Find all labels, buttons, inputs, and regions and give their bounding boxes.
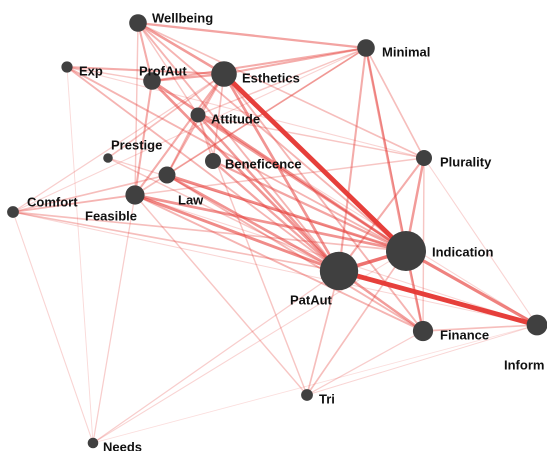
edge-profaut-feasible — [133, 79, 154, 197]
node-needs — [87, 437, 99, 449]
node-feasible — [125, 185, 145, 205]
edge-comfort-indication — [12, 211, 407, 252]
node-beneficence — [205, 153, 221, 169]
edge-wellbeing-attitude — [137, 22, 199, 116]
edge-beneficence-pataut — [211, 159, 341, 273]
edge-attitude-pataut — [196, 113, 341, 273]
node-label-comfort: Comfort — [27, 194, 78, 209]
node-label-esthetics: Esthetics — [242, 70, 300, 85]
node-indication — [386, 231, 426, 271]
edge-law-indication — [165, 173, 408, 253]
edge-plurality-pataut — [337, 156, 426, 273]
node-wellbeing — [129, 14, 147, 32]
node-label-feasible: Feasible — [85, 208, 137, 223]
edge-tri-indication — [306, 250, 407, 396]
edge-needs-pataut — [92, 270, 340, 444]
node-label-needs: Needs — [103, 439, 142, 451]
edge-inform-comfort — [12, 211, 538, 326]
edge-wellbeing-minimal — [136, 21, 368, 50]
edge-needs-comfort — [12, 211, 94, 444]
edge-indication-inform — [404, 249, 539, 327]
node-tri — [301, 389, 313, 401]
node-inform — [526, 314, 547, 336]
edge-profaut-minimal — [150, 46, 368, 83]
edge-needs-exp — [66, 66, 94, 444]
node-label-inform: Inform — [504, 357, 544, 372]
edge-needs-feasible — [92, 194, 136, 444]
node-label-exp: Exp — [79, 63, 103, 78]
node-label-minimal: Minimal — [382, 44, 430, 59]
edge-profaut-wellbeing — [136, 21, 154, 83]
node-minimal — [357, 39, 375, 57]
edge-plurality-feasible — [134, 157, 425, 196]
node-comfort — [7, 206, 19, 218]
node-label-law: Law — [178, 192, 204, 207]
edge-feasible-pataut — [133, 193, 341, 273]
edge-exp-profaut — [66, 66, 153, 82]
node-label-prestige: Prestige — [111, 137, 162, 152]
edge-pataut-inform — [336, 268, 540, 328]
node-layer — [7, 14, 547, 449]
edge-wellbeing-plurality — [137, 22, 425, 159]
edge-attitude-law — [166, 114, 199, 176]
node-exp — [61, 61, 73, 73]
node-label-pataut: PatAut — [290, 292, 333, 307]
edge-tri-pataut — [306, 270, 340, 396]
edge-law-minimal — [166, 47, 367, 176]
edge-wellbeing-feasible — [134, 22, 139, 196]
edge-feasible-indication — [133, 193, 408, 253]
node-label-plurality: Plurality — [440, 154, 492, 169]
edge-law-pataut — [165, 173, 341, 273]
node-label-attitude: Attitude — [211, 111, 260, 126]
edge-profaut-pataut — [150, 79, 341, 273]
edge-comfort-feasible — [12, 194, 136, 213]
node-label-tri: Tri — [319, 391, 335, 406]
node-law — [158, 166, 176, 184]
edge-wellbeing-indication — [137, 22, 407, 252]
edge-feasible-finance — [134, 194, 424, 332]
edge-inform-tri — [306, 324, 538, 396]
edge-minimal-indication — [364, 46, 408, 253]
edge-needs-indication — [92, 250, 407, 444]
node-esthetics — [211, 61, 237, 87]
edge-needs-inform — [92, 324, 538, 444]
node-attitude — [190, 107, 206, 123]
edge-prestige-esthetics — [107, 73, 225, 159]
node-label-profaut: ProfAut — [139, 63, 187, 78]
edge-attitude-beneficence — [197, 114, 214, 162]
edge-tri-feasible — [134, 194, 308, 396]
edge-inform-plurality — [423, 157, 538, 326]
edge-minimal-attitude — [197, 47, 367, 116]
edge-exp-pataut — [66, 66, 340, 272]
edge-wellbeing-esthetics — [136, 21, 226, 76]
edge-layer — [12, 21, 540, 444]
node-profaut — [143, 72, 161, 90]
node-finance — [412, 320, 434, 342]
edge-exp-esthetics — [65, 65, 226, 76]
label-layer: Wellbeing Minimal Exp ProfAut Esthetics Attit… — [27, 10, 544, 451]
node-pataut — [319, 251, 359, 291]
edge-minimal-plurality — [365, 47, 425, 159]
edge-comfort-pataut — [12, 211, 340, 272]
node-label-beneficence: Beneficence — [225, 156, 302, 171]
edge-comfort-esthetics — [12, 73, 225, 213]
edge-finance-inform — [422, 324, 538, 332]
node-label-indication: Indication — [432, 244, 493, 259]
edge-esthetics-indication — [221, 71, 409, 254]
node-label-finance: Finance — [440, 327, 489, 342]
edge-esthetics-pataut — [222, 72, 341, 273]
edge-feasible-esthetics — [133, 72, 226, 197]
edge-law-finance — [166, 174, 424, 332]
node-plurality — [416, 150, 432, 166]
edge-comfort-minimal — [12, 47, 367, 213]
edge-finance-tri — [306, 330, 424, 396]
edge-esthetics-minimal — [222, 46, 368, 76]
edge-esthetics-finance — [223, 73, 424, 332]
edge-minimal-pataut — [337, 46, 368, 273]
node-prestige — [103, 153, 113, 163]
edge-comfort-law — [12, 174, 168, 213]
node-label-wellbeing: Wellbeing — [152, 10, 213, 25]
